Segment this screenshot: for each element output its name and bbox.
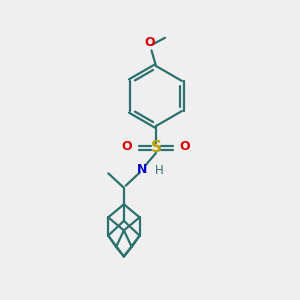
Text: N: N xyxy=(137,163,148,176)
Text: O: O xyxy=(122,140,132,154)
Text: S: S xyxy=(151,140,161,155)
Text: O: O xyxy=(145,36,155,49)
Text: H: H xyxy=(155,164,164,178)
Text: O: O xyxy=(180,140,190,154)
